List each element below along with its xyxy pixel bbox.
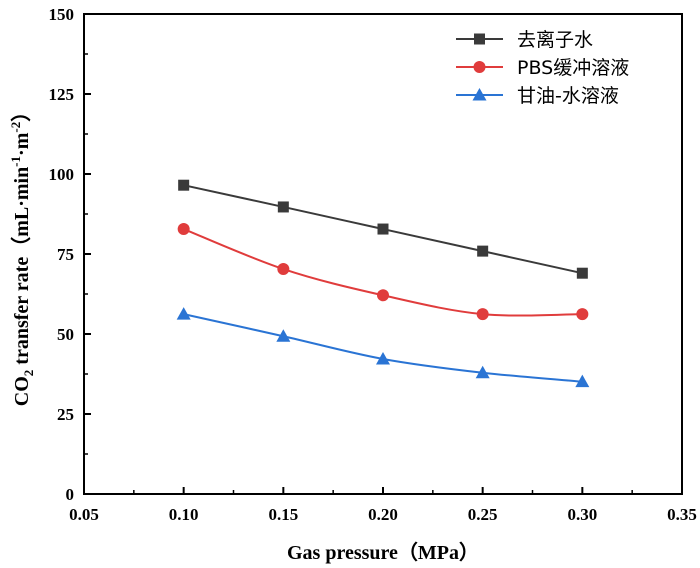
data-point (477, 245, 489, 257)
series-2 (177, 223, 589, 321)
legend-label: PBS缓冲溶液 (517, 57, 629, 79)
y-axis: 0 25 50 75 100 125 150 (49, 5, 91, 504)
data-point (576, 308, 589, 321)
data-point (475, 365, 490, 379)
legend-marker (474, 33, 485, 45)
legend-item: PBS缓冲溶液 (456, 57, 629, 79)
series-3 (176, 307, 590, 388)
legend-marker (473, 61, 486, 73)
legend-label: 去离子水 (517, 29, 593, 51)
x-axis: 0.05 0.10 0.15 0.20 0.25 0.30 0.35 (69, 487, 697, 524)
data-point (376, 351, 390, 365)
data-point (276, 329, 291, 342)
x-tick-label: 0.20 (368, 505, 398, 524)
x-tick-label: 0.10 (169, 505, 199, 524)
series-line (183, 313, 583, 383)
data-point (576, 267, 588, 279)
x-tick-label: 0.30 (567, 505, 597, 524)
legend-marker (472, 88, 487, 101)
legend-item: 甘油-水溶液 (456, 85, 619, 107)
data-point (178, 179, 190, 191)
y-tick-label: 50 (57, 325, 74, 344)
plot-area: 0.05 0.10 0.15 0.20 0.25 0.30 0.35 0 25 50 75 100 1… (49, 5, 697, 524)
x-tick-label: 0.05 (69, 505, 99, 524)
y-tick-label: 150 (49, 5, 75, 24)
data-point (277, 201, 289, 213)
x-axis-title: Gas pressure（MPa） (287, 541, 479, 564)
x-tick-label: 0.35 (667, 505, 697, 524)
data-point (177, 223, 190, 236)
x-tick-label: 0.15 (268, 505, 298, 524)
data-point (277, 263, 290, 276)
y-axis-title: CO2 transfer rate（mL·min-1·m-2） (8, 102, 36, 406)
data-point (377, 289, 389, 302)
legend-item: 去离子水 (456, 29, 593, 51)
y-tick-label: 125 (49, 85, 75, 104)
y-tick-label: 75 (57, 245, 74, 264)
y-tick-label: 25 (57, 405, 74, 424)
series-1 (178, 179, 588, 279)
data-point (176, 307, 191, 320)
series-line (183, 228, 583, 317)
data-point (377, 223, 389, 235)
series-layer (176, 179, 590, 388)
legend-label: 甘油-水溶液 (517, 85, 619, 107)
y-tick-label: 100 (49, 165, 75, 184)
data-point (575, 374, 590, 388)
y-tick-label: 0 (66, 485, 75, 504)
data-point (476, 308, 489, 321)
x-tick-label: 0.25 (468, 505, 498, 524)
